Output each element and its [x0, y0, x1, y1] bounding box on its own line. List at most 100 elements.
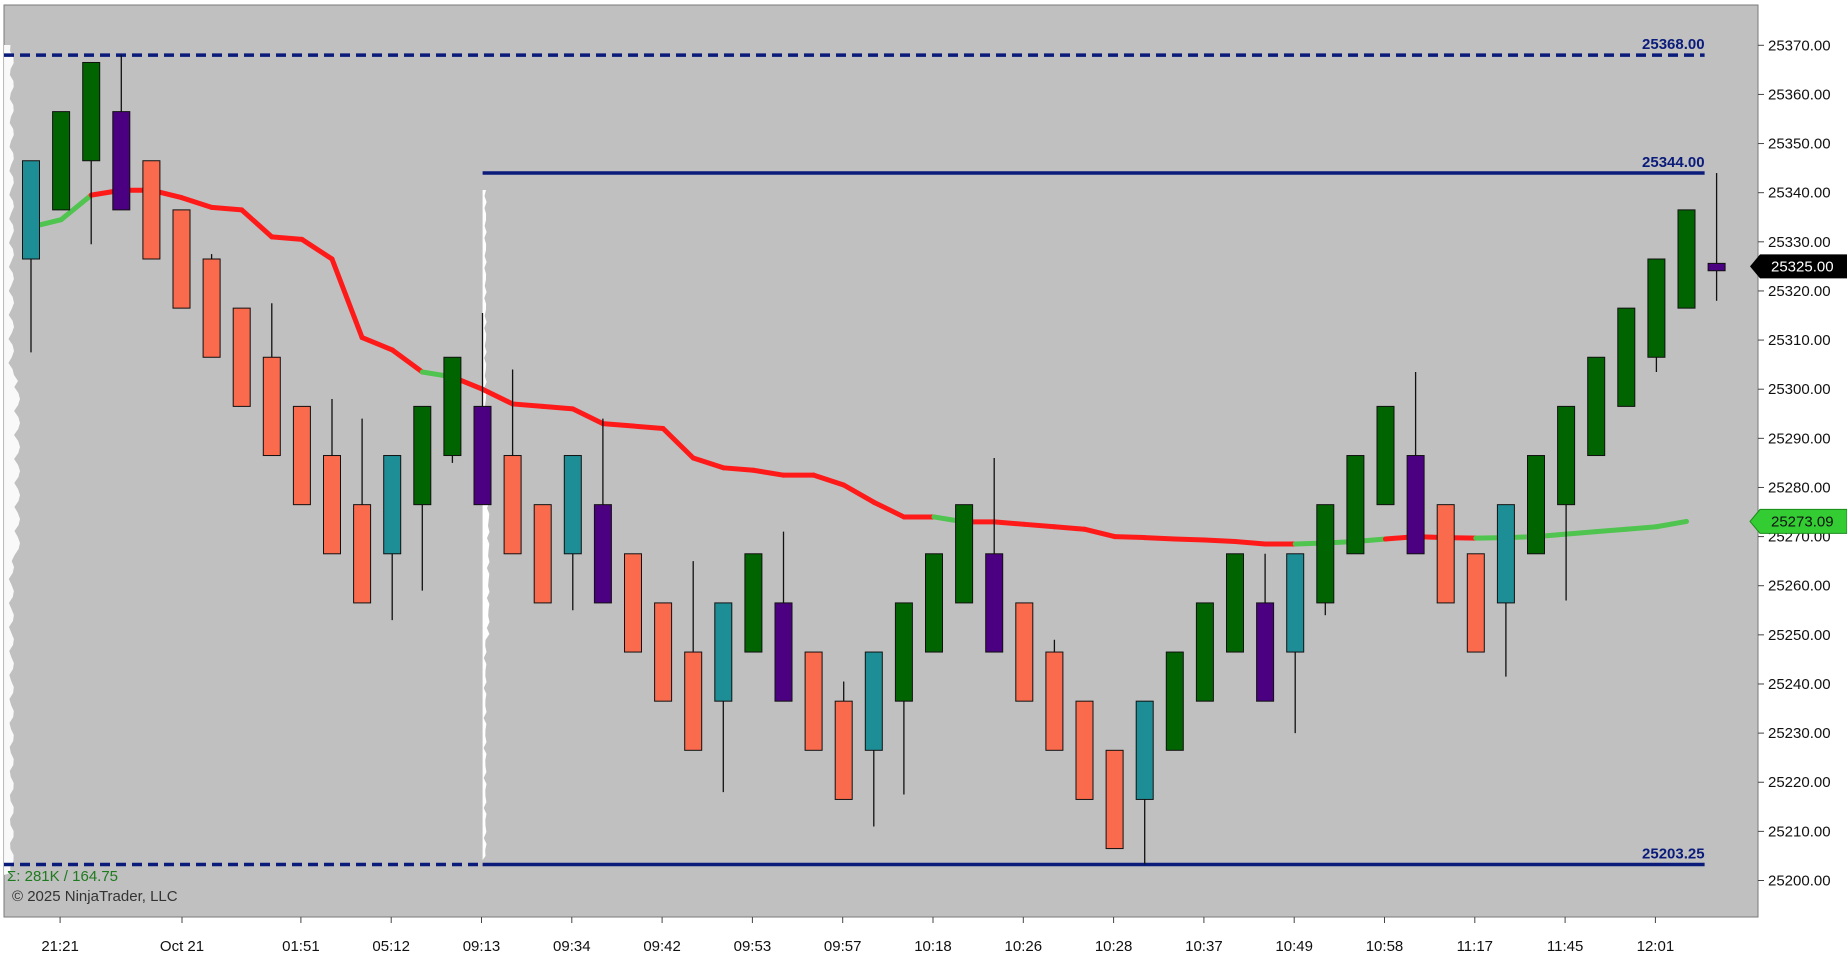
candle-1[interactable]	[52, 111, 71, 211]
time-tick-label: 09:34	[553, 938, 591, 955]
candle-5[interactable]	[172, 209, 191, 309]
ma-value-marker	[1749, 508, 1847, 534]
moving-average-segment	[811, 472, 847, 488]
price-tick-label: 25350.00	[1768, 136, 1831, 153]
price-tick-label: 25320.00	[1768, 283, 1831, 300]
moving-average-segment	[299, 236, 335, 262]
time-axis[interactable]: 21:21 Oct 21 01:51 05:12 09:13 09:34 09:42 09:5…	[4, 916, 1758, 955]
candle-body	[1195, 602, 1214, 702]
candle-36[interactable]	[1105, 749, 1124, 850]
candle-18[interactable]	[563, 455, 582, 611]
candle-53[interactable]	[1617, 307, 1636, 407]
candle-38[interactable]	[1165, 651, 1184, 751]
candle-39[interactable]	[1195, 602, 1214, 702]
candle-16[interactable]	[503, 369, 522, 555]
candle-34[interactable]	[1045, 639, 1064, 751]
volume-profile-left	[4, 45, 20, 875]
time-tick-label: 21:21	[41, 938, 79, 955]
candle-25[interactable]	[774, 531, 793, 702]
moving-average-segment	[1593, 526, 1629, 535]
price-tick-label: 25260.00	[1768, 578, 1831, 595]
candle-51[interactable]	[1557, 405, 1576, 601]
candle-45[interactable]	[1376, 405, 1395, 506]
candle-21[interactable]	[654, 602, 673, 702]
candle-41[interactable]	[1256, 553, 1275, 702]
candle-48[interactable]	[1466, 553, 1485, 653]
candle-body	[714, 602, 733, 702]
candle-body	[323, 455, 341, 555]
candle-body	[22, 160, 40, 260]
time-tick-label: 10:49	[1275, 938, 1313, 955]
candle-44[interactable]	[1346, 455, 1365, 555]
candle-12[interactable]	[383, 455, 402, 621]
candle-13[interactable]	[413, 405, 432, 591]
candle-24[interactable]	[744, 553, 763, 653]
candle-35[interactable]	[1075, 700, 1094, 800]
candle-33[interactable]	[1015, 602, 1034, 702]
candle-40[interactable]	[1226, 553, 1244, 653]
candle-30[interactable]	[925, 553, 943, 653]
candle-27[interactable]	[834, 681, 853, 800]
candle-19[interactable]	[593, 418, 612, 604]
candle-55[interactable]	[1677, 209, 1696, 309]
candle-50[interactable]	[1527, 455, 1545, 555]
moving-average-segment	[871, 499, 907, 520]
candle-body	[834, 700, 853, 800]
candle-11[interactable]	[353, 418, 372, 604]
candle-49[interactable]	[1496, 504, 1515, 677]
candle-56[interactable]	[1707, 173, 1726, 301]
price-tick-label: 25240.00	[1768, 676, 1831, 693]
candle-17[interactable]	[533, 504, 552, 604]
price-tick-label: 25310.00	[1768, 332, 1831, 349]
price-tick-label: 25330.00	[1768, 234, 1831, 251]
candle-4[interactable]	[142, 160, 161, 260]
time-tick-label: 10:58	[1366, 938, 1404, 955]
candle-22[interactable]	[684, 561, 703, 751]
moving-average-segment	[1653, 518, 1689, 530]
candle-2[interactable]	[82, 61, 101, 245]
moving-average-segment	[1112, 534, 1148, 541]
candle-20[interactable]	[624, 553, 642, 653]
candle-43[interactable]	[1316, 504, 1335, 616]
candle-31[interactable]	[955, 504, 974, 604]
candle-47[interactable]	[1436, 504, 1455, 604]
price-tick-label: 25250.00	[1768, 627, 1831, 644]
candle-29[interactable]	[894, 602, 913, 795]
candle-37[interactable]	[1135, 700, 1154, 865]
candle-10[interactable]	[323, 399, 341, 555]
candle-body	[1527, 455, 1545, 555]
candle-23[interactable]	[714, 602, 733, 793]
candle-0[interactable]	[22, 160, 40, 353]
candle-6[interactable]	[202, 254, 221, 358]
moving-average-segment	[58, 192, 94, 223]
moving-average-segment	[991, 519, 1027, 527]
time-tick-label: 09:42	[643, 938, 681, 955]
copyright-text: © 2025 NinjaTrader, LLC	[12, 888, 178, 905]
candle-3[interactable]	[112, 55, 131, 211]
candle-7[interactable]	[232, 307, 251, 407]
plot-area[interactable]	[3, 4, 1759, 918]
candle-32[interactable]	[985, 457, 1004, 653]
candle-26[interactable]	[804, 651, 823, 751]
candle-8[interactable]	[262, 303, 281, 457]
price-tick-label: 25200.00	[1768, 873, 1831, 890]
candle-9[interactable]	[292, 405, 311, 506]
candle-14[interactable]	[443, 356, 462, 463]
price-tick-label: 25210.00	[1768, 823, 1831, 840]
moving-average-segment	[1563, 529, 1599, 537]
moving-average-segment	[841, 482, 877, 505]
candle-42[interactable]	[1286, 553, 1305, 734]
candle-body	[1376, 405, 1395, 506]
candle-54[interactable]	[1647, 258, 1666, 373]
candle-body	[202, 258, 221, 358]
moving-average-segment	[1172, 536, 1208, 543]
candle-15[interactable]	[473, 313, 492, 506]
candle-body	[413, 405, 432, 506]
candle-52[interactable]	[1587, 356, 1606, 457]
price-markers: 25325.00 25273.09	[1749, 254, 1847, 534]
price-axis[interactable]: 25200.00 25210.00 25220.00 25230.00 25240.00…	[1757, 5, 1831, 917]
candle-28[interactable]	[864, 651, 883, 827]
price-tick-label: 25340.00	[1768, 185, 1831, 202]
candle-46[interactable]	[1406, 372, 1425, 555]
